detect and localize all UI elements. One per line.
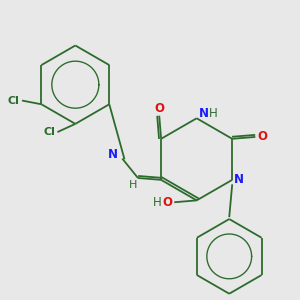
Text: O: O [163,196,172,209]
Text: H: H [153,196,162,209]
Text: H: H [129,181,138,190]
Text: N: N [234,173,244,186]
Text: N: N [108,148,118,161]
Text: Cl: Cl [8,95,20,106]
Text: O: O [154,102,164,115]
Text: N: N [199,107,209,120]
Text: O: O [257,130,267,143]
Text: Cl: Cl [43,127,55,137]
Text: H: H [209,107,218,120]
